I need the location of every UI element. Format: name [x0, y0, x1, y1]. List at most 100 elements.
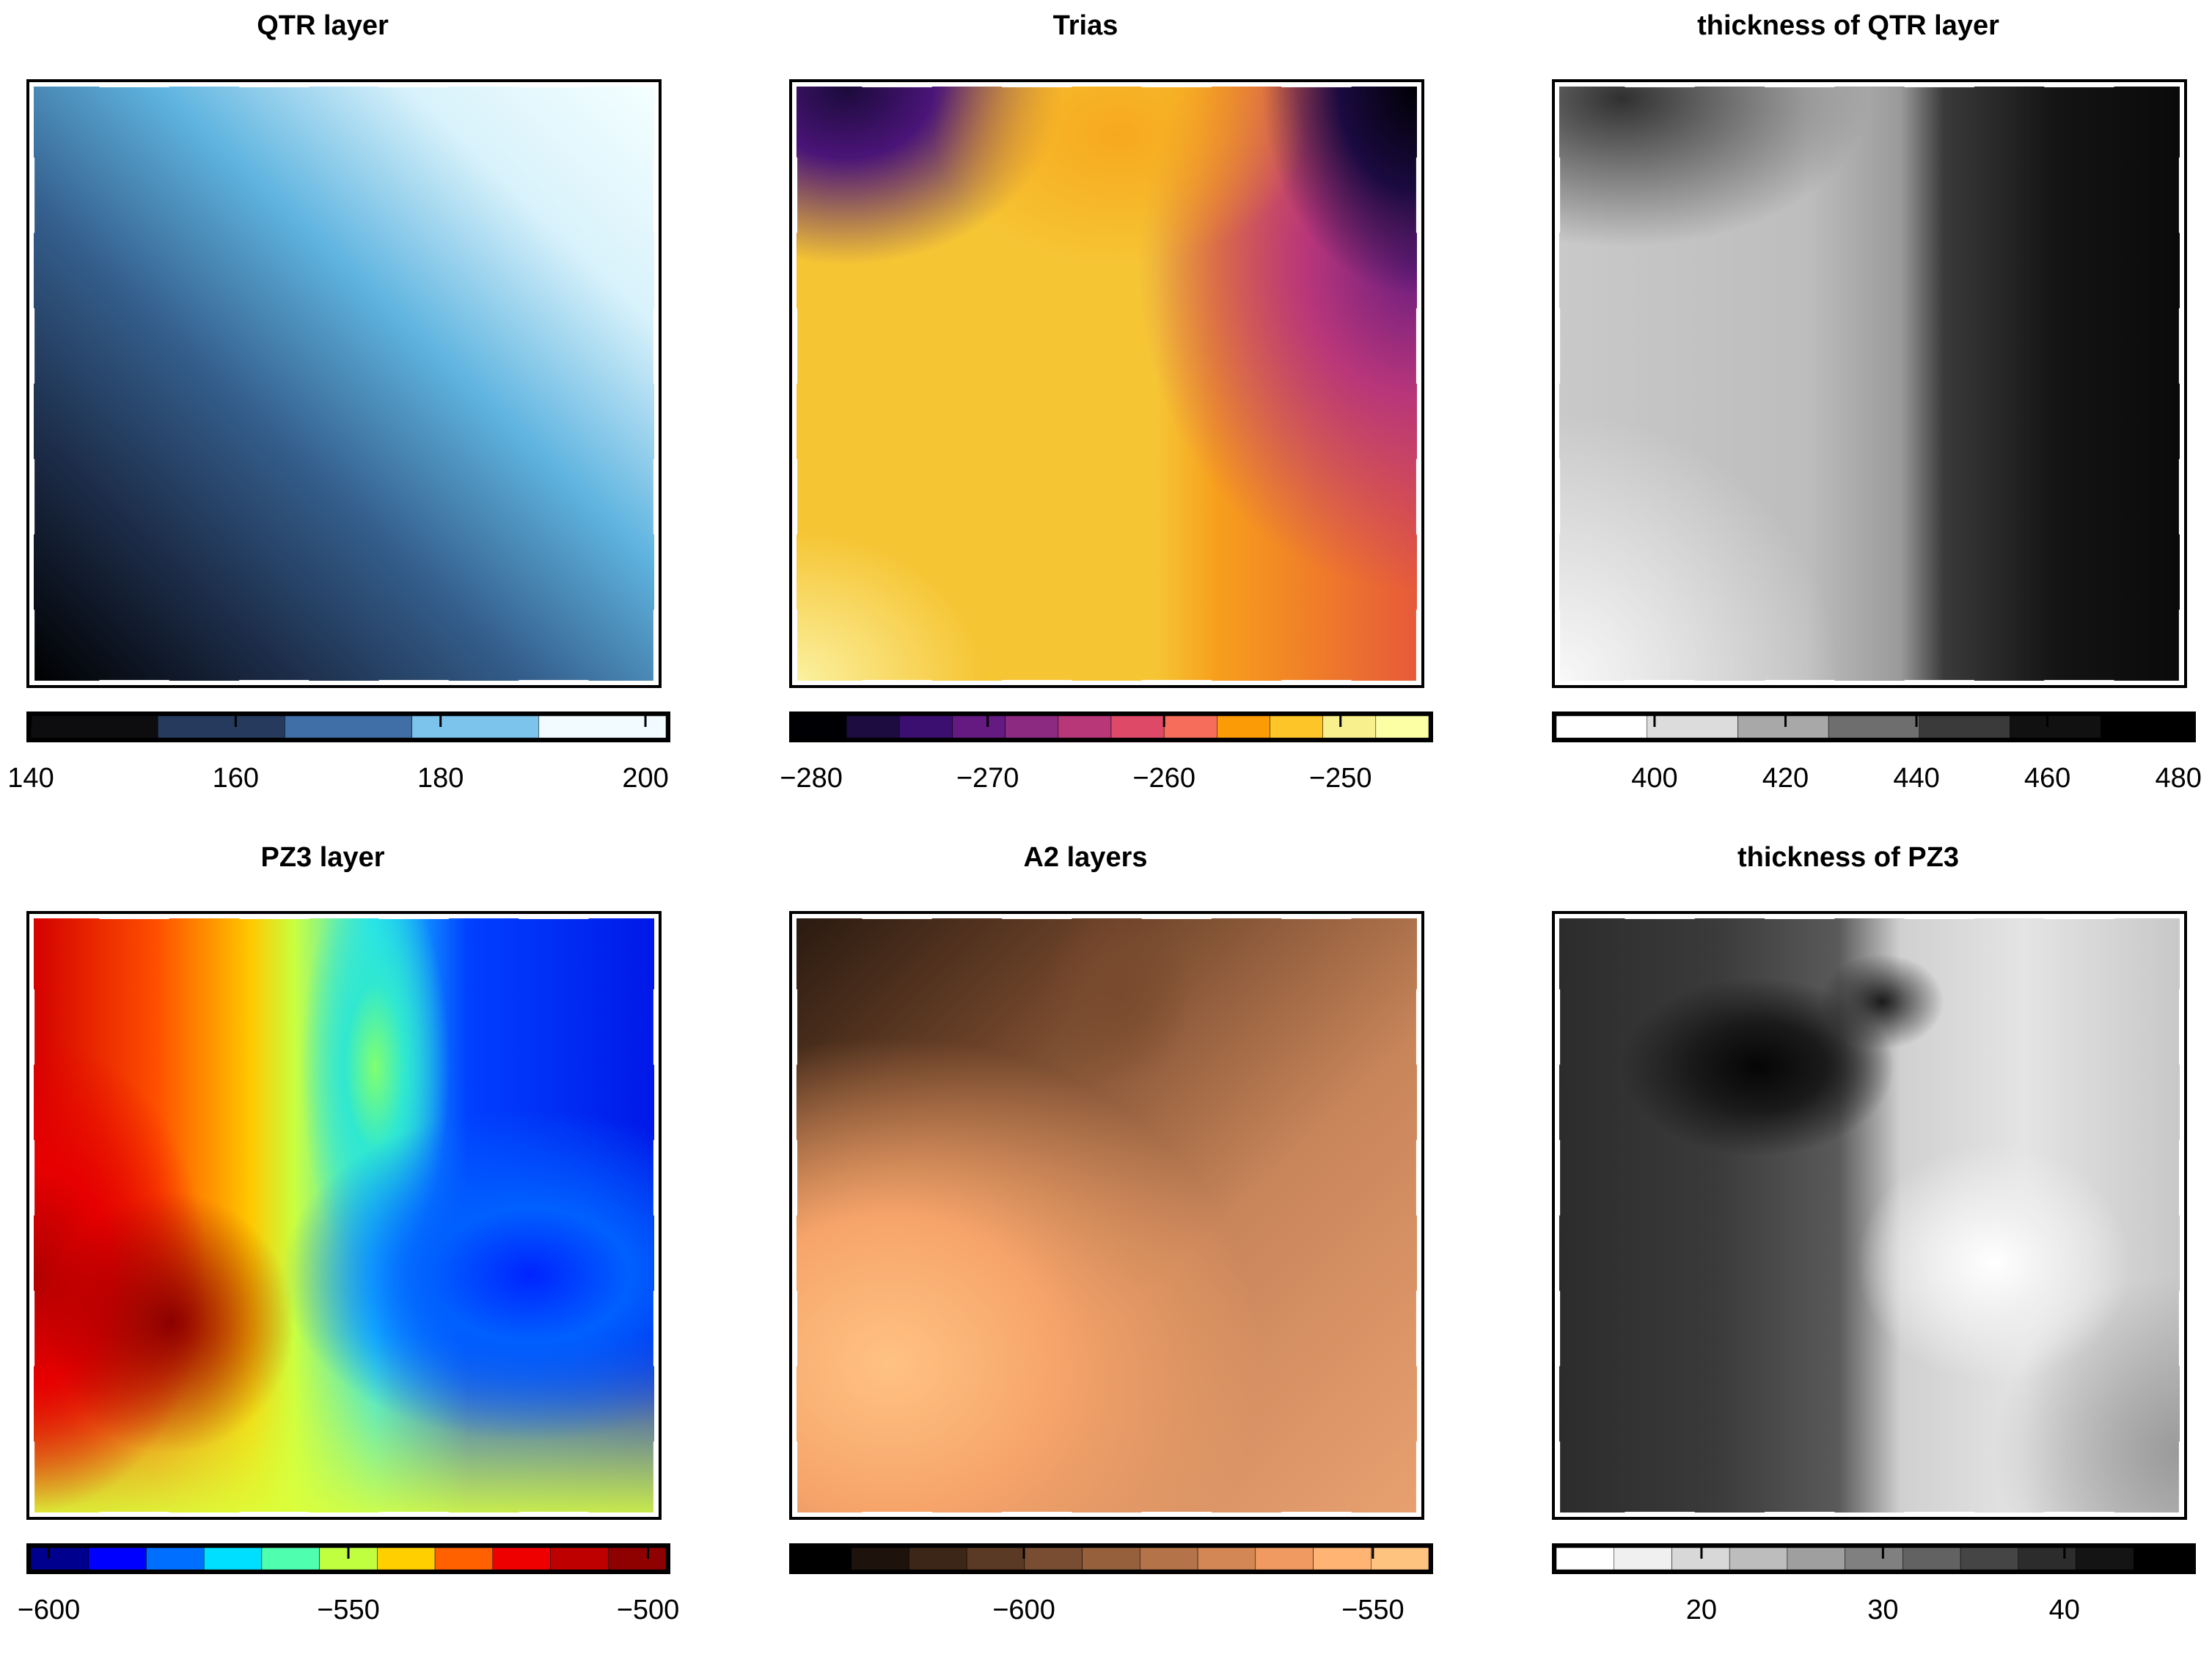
colorbar-tick-label: −260	[1132, 763, 1195, 794]
colorbar-segment	[1556, 1547, 1614, 1570]
panel-title: Trias	[1052, 10, 1118, 41]
map-frame	[26, 79, 662, 688]
panel-qtr-layer: QTR layer 140 160 180 200	[0, 0, 670, 836]
colorbar-tick-label: −250	[1308, 763, 1372, 794]
colorbar-segment	[88, 1547, 147, 1570]
colorbar-tick-label: 480	[2155, 763, 2202, 794]
heatmap	[1559, 918, 2180, 1512]
colorbar	[26, 712, 670, 742]
colorbar-tick-label: −600	[17, 1595, 81, 1625]
colorbar-segment	[157, 715, 285, 739]
colorbar-segment	[2076, 1547, 2134, 1570]
colorbar-segment	[1313, 1547, 1371, 1570]
colorbar	[26, 1543, 670, 1574]
colorbar-segment	[1005, 715, 1059, 739]
colorbar-tick-labels: −600 −550 −500	[0, 1595, 680, 1631]
colorbar-tick-label: −270	[956, 763, 1019, 794]
colorbar-segment	[1614, 1547, 1672, 1570]
heatmap	[796, 918, 1417, 1512]
map-frame	[1552, 911, 2187, 1520]
colorbar-segment	[203, 1547, 263, 1570]
colorbar-segment	[793, 715, 847, 739]
colorbar-segment	[1270, 715, 1323, 739]
colorbar-segment	[793, 1547, 852, 1570]
colorbar-segment	[1140, 1547, 1198, 1570]
colorbar-tick-label: 20	[1685, 1595, 1718, 1625]
colorbar-segment	[285, 715, 412, 739]
colorbar-segment	[1737, 715, 1829, 739]
colorbar-tick-labels: 140 160 180 200	[0, 763, 668, 800]
heatmap	[34, 918, 654, 1512]
map-frame	[26, 911, 662, 1520]
colorbar-segment	[952, 715, 1006, 739]
colorbar-segment	[1371, 1547, 1429, 1570]
panel-thickness-pz3: thickness of PZ3 20 30 40	[1526, 832, 2196, 1668]
panel-title: QTR layer	[257, 10, 389, 41]
colorbar-segment	[1255, 1547, 1314, 1570]
colorbar-segment	[1163, 715, 1217, 739]
colorbar-tick-labels: 400 420 440 460 480	[1526, 763, 2202, 800]
colorbar	[789, 712, 1433, 742]
colorbar-tick-label: 180	[417, 763, 464, 794]
colorbar-segment	[2018, 1547, 2076, 1570]
colorbar-tick-label: 460	[2024, 763, 2071, 794]
colorbar-segment	[1058, 715, 1112, 739]
colorbar-tick-labels: 20 30 40	[1526, 1595, 2171, 1631]
colorbar-segment	[1197, 1547, 1256, 1570]
colorbar-segment	[1647, 715, 1738, 739]
colorbar	[1552, 1543, 2196, 1574]
panel-title: thickness of QTR layer	[1697, 10, 1999, 41]
colorbar-segment	[30, 715, 158, 739]
colorbar-tick-label: −550	[1341, 1595, 1405, 1625]
map-frame	[1552, 79, 2187, 688]
colorbar-segment	[2101, 715, 2192, 739]
colorbar-tick-labels: −280 −270 −260 −250	[763, 763, 1408, 800]
colorbar-segment	[1787, 1547, 1845, 1570]
colorbar-segment	[909, 1547, 967, 1570]
colorbar-segment	[1845, 1547, 1903, 1570]
colorbar-segment	[2010, 715, 2101, 739]
colorbar-segment	[1902, 1547, 1961, 1570]
heatmap	[34, 87, 654, 681]
colorbar-tick-label: −500	[616, 1595, 680, 1625]
map-frame	[789, 79, 1424, 688]
colorbar-segment	[146, 1547, 205, 1570]
colorbar-segment	[608, 1547, 667, 1570]
colorbar-segment	[30, 1547, 89, 1570]
heatmap	[796, 87, 1417, 681]
colorbar-segment	[377, 1547, 436, 1570]
map-frame	[789, 911, 1424, 1520]
colorbar-tick-label: 140	[7, 763, 54, 794]
colorbar-segment	[411, 715, 540, 739]
colorbar	[1552, 712, 2196, 742]
colorbar-segment	[1024, 1547, 1083, 1570]
colorbar-tick-label: 200	[622, 763, 669, 794]
colorbar-tick-label: −280	[780, 763, 843, 794]
colorbar-segment	[1919, 715, 2010, 739]
colorbar-segment	[1082, 1547, 1140, 1570]
panel-pz3-layer: PZ3 layer −600 −550 −500	[0, 832, 680, 1668]
colorbar-tick-label: 440	[1893, 763, 1940, 794]
colorbar-segment	[1322, 715, 1377, 739]
panel-title: PZ3 layer	[260, 842, 385, 873]
colorbar-segment	[1960, 1547, 2019, 1570]
colorbar-segment	[1110, 715, 1165, 739]
colorbar-segment	[434, 1547, 494, 1570]
colorbar-segment	[261, 1547, 320, 1570]
colorbar-segment	[966, 1547, 1025, 1570]
colorbar-tick-label: −600	[992, 1595, 1055, 1625]
colorbar-segment	[846, 715, 900, 739]
colorbar-segment	[851, 1547, 909, 1570]
panel-trias: Trias −280 −270 −260 −250	[763, 0, 1433, 836]
panel-a2-layers: A2 layers −600 −550	[763, 832, 1433, 1668]
colorbar-tick-label: 160	[212, 763, 260, 794]
panel-title: thickness of PZ3	[1737, 842, 1959, 873]
colorbar-tick-label: 30	[1867, 1595, 1899, 1625]
colorbar-tick-label: 400	[1631, 763, 1678, 794]
colorbar-segment	[1375, 715, 1429, 739]
colorbar	[789, 1543, 1433, 1574]
colorbar-segment	[2134, 1547, 2192, 1570]
colorbar-tick-labels: −600 −550	[763, 1595, 1408, 1631]
colorbar-segment	[899, 715, 953, 739]
panel-thickness-qtr: thickness of QTR layer 400 420 440 460 480	[1526, 0, 2202, 836]
